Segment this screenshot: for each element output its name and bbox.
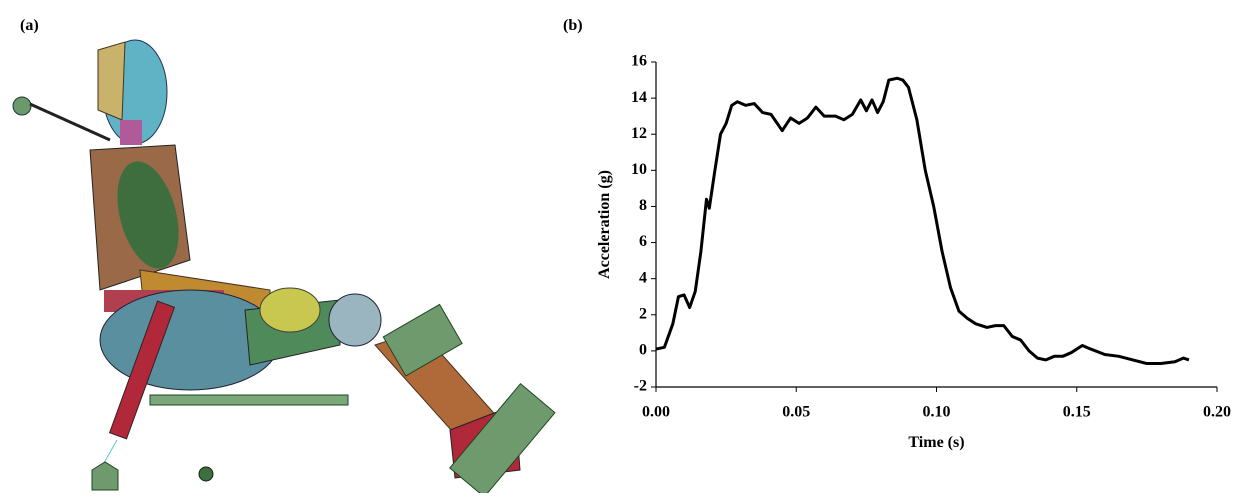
x-tick-label: 0.10 (923, 404, 951, 421)
line (656, 78, 1189, 363)
y-tick-label: 6 (639, 233, 647, 250)
y-tick-label: 0 (639, 342, 647, 359)
figure: (a) (b) -2 0 2 4 6 8 10 12 14 16 0.00 0.05 0.10 0.15 0… (0, 0, 1250, 493)
y-tick-label: 8 (639, 197, 647, 214)
x-axis-title: Time (s) (908, 434, 964, 451)
dummy-illustration (13, 40, 555, 493)
x-tick-label: 0.00 (642, 404, 670, 421)
x-tick-label: 0.05 (782, 404, 810, 421)
x-tick-label: 0.20 (1203, 404, 1231, 421)
chart: -2 0 2 4 6 8 10 12 14 16 0.00 0.05 0.10 0.15 0.20 Time … (596, 53, 1231, 451)
panel-label: (a) (20, 17, 39, 34)
y-axis-title: Acceleration (g) (596, 170, 613, 279)
y-tick-label: 12 (631, 125, 647, 142)
panel-label: (b) (563, 17, 583, 34)
y-tick-label: 4 (639, 269, 647, 286)
y-tick-label: 10 (631, 161, 647, 178)
y-tick-label: 16 (631, 53, 647, 70)
y-tick-label: -2 (634, 378, 647, 395)
y-tick-label: 2 (639, 305, 647, 322)
x-tick-label: 0.15 (1063, 404, 1091, 421)
y-tick-label: 14 (631, 89, 647, 106)
